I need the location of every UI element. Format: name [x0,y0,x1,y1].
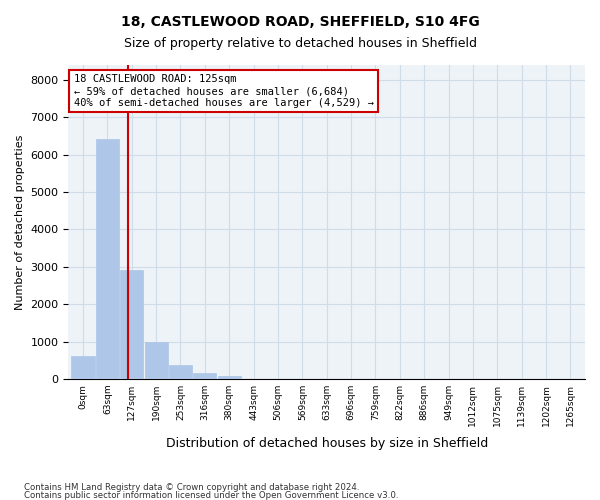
Text: Size of property relative to detached houses in Sheffield: Size of property relative to detached ho… [124,38,476,51]
Bar [145,342,168,379]
Text: 18 CASTLEWOOD ROAD: 125sqm
← 59% of detached houses are smaller (6,684)
40% of s: 18 CASTLEWOOD ROAD: 125sqm ← 59% of deta… [74,74,374,108]
Bar [193,374,217,379]
X-axis label: Distribution of detached houses by size in Sheffield: Distribution of detached houses by size … [166,437,488,450]
Text: Contains public sector information licensed under the Open Government Licence v3: Contains public sector information licen… [24,491,398,500]
Bar [71,356,95,379]
Bar [96,139,119,379]
Text: Contains HM Land Registry data © Crown copyright and database right 2024.: Contains HM Land Registry data © Crown c… [24,484,359,492]
Bar [169,366,192,379]
Y-axis label: Number of detached properties: Number of detached properties [15,134,25,310]
Bar [120,270,143,379]
Text: 18, CASTLEWOOD ROAD, SHEFFIELD, S10 4FG: 18, CASTLEWOOD ROAD, SHEFFIELD, S10 4FG [121,15,479,29]
Bar [218,376,241,379]
